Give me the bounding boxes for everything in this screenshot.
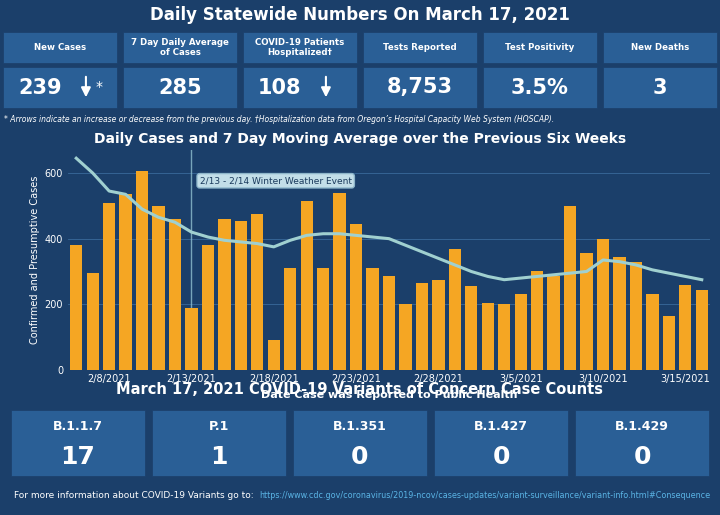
Text: 0: 0 (351, 445, 369, 470)
Bar (531, 271, 544, 370)
Bar (185, 307, 197, 370)
Text: B.1.429: B.1.429 (616, 420, 669, 433)
FancyBboxPatch shape (3, 67, 117, 108)
Bar (103, 202, 115, 370)
Bar (383, 277, 395, 370)
Text: *: * (96, 80, 103, 94)
FancyBboxPatch shape (434, 409, 568, 475)
Text: 108: 108 (258, 77, 302, 97)
Bar (366, 268, 379, 370)
Text: 3: 3 (653, 77, 667, 97)
Bar (432, 280, 444, 370)
Text: B.1.427: B.1.427 (474, 420, 528, 433)
Bar (564, 206, 576, 370)
Bar (70, 245, 82, 370)
Text: 239: 239 (18, 77, 62, 97)
Bar (300, 201, 313, 370)
Bar (547, 277, 559, 370)
Bar (284, 268, 297, 370)
FancyBboxPatch shape (483, 67, 597, 108)
FancyBboxPatch shape (293, 409, 427, 475)
Text: Test Positivity: Test Positivity (505, 43, 575, 52)
FancyBboxPatch shape (243, 32, 357, 63)
Bar (449, 249, 461, 370)
Bar (515, 295, 527, 370)
Bar (580, 253, 593, 370)
Text: 0: 0 (492, 445, 510, 470)
FancyBboxPatch shape (575, 409, 709, 475)
Bar (350, 224, 362, 370)
Text: 7 Day Daily Average
of Cases: 7 Day Daily Average of Cases (131, 38, 229, 57)
Bar (597, 238, 609, 370)
Bar (317, 268, 329, 370)
Text: 2/13 - 2/14 Winter Weather Event: 2/13 - 2/14 Winter Weather Event (199, 176, 351, 185)
Bar (136, 171, 148, 370)
Text: COVID-19 Patients
Hospitalized†: COVID-19 Patients Hospitalized† (256, 38, 345, 57)
Text: March 17, 2021 COVID-19 Variants of Concern Case Counts: March 17, 2021 COVID-19 Variants of Conc… (117, 383, 603, 398)
Bar (482, 303, 494, 370)
Text: https://www.cdc.gov/coronavirus/2019-ncov/cases-updates/variant-surveillance/var: https://www.cdc.gov/coronavirus/2019-nco… (259, 491, 711, 500)
Bar (679, 285, 691, 370)
Bar (202, 245, 214, 370)
FancyBboxPatch shape (11, 409, 145, 475)
Bar (647, 295, 659, 370)
FancyBboxPatch shape (603, 32, 717, 63)
Text: 3.5%: 3.5% (511, 77, 569, 97)
Bar (268, 340, 280, 370)
Bar (218, 219, 230, 370)
Bar (251, 214, 264, 370)
Text: B.1.1.7: B.1.1.7 (53, 420, 103, 433)
Text: Daily Cases and 7 Day Moving Average over the Previous Six Weeks: Daily Cases and 7 Day Moving Average ove… (94, 132, 626, 146)
Text: * Arrows indicate an increase or decrease from the previous day. †Hospitalizatio: * Arrows indicate an increase or decreas… (4, 114, 554, 124)
Text: For more information about COVID-19 Variants go to:: For more information about COVID-19 Vari… (14, 491, 254, 500)
Bar (415, 283, 428, 370)
FancyBboxPatch shape (603, 67, 717, 108)
FancyBboxPatch shape (123, 67, 237, 108)
Text: P.1: P.1 (209, 420, 229, 433)
Bar (120, 194, 132, 370)
Bar (168, 219, 181, 370)
Bar (630, 262, 642, 370)
FancyBboxPatch shape (123, 32, 237, 63)
FancyBboxPatch shape (483, 32, 597, 63)
X-axis label: Date Case was Reported to Public Health: Date Case was Reported to Public Health (261, 390, 517, 400)
Text: New Deaths: New Deaths (631, 43, 689, 52)
Bar (153, 206, 165, 370)
FancyBboxPatch shape (243, 67, 357, 108)
FancyBboxPatch shape (3, 32, 117, 63)
Bar (498, 304, 510, 370)
Text: 17: 17 (60, 445, 95, 470)
Text: Tests Reported: Tests Reported (383, 43, 456, 52)
Text: Daily Statewide Numbers On March 17, 2021: Daily Statewide Numbers On March 17, 202… (150, 6, 570, 24)
Bar (465, 286, 477, 370)
FancyBboxPatch shape (363, 32, 477, 63)
Bar (86, 273, 99, 370)
Bar (333, 193, 346, 370)
Bar (662, 316, 675, 370)
Bar (696, 289, 708, 370)
Text: 1: 1 (210, 445, 228, 470)
Bar (235, 220, 247, 370)
Text: New Cases: New Cases (34, 43, 86, 52)
Bar (613, 256, 626, 370)
Text: 285: 285 (158, 77, 202, 97)
FancyBboxPatch shape (152, 409, 286, 475)
Y-axis label: Confirmed and Presumptive Cases: Confirmed and Presumptive Cases (30, 176, 40, 344)
Text: 0: 0 (634, 445, 651, 470)
Text: B.1.351: B.1.351 (333, 420, 387, 433)
Text: 8,753: 8,753 (387, 77, 453, 97)
FancyBboxPatch shape (363, 67, 477, 108)
Bar (400, 304, 412, 370)
